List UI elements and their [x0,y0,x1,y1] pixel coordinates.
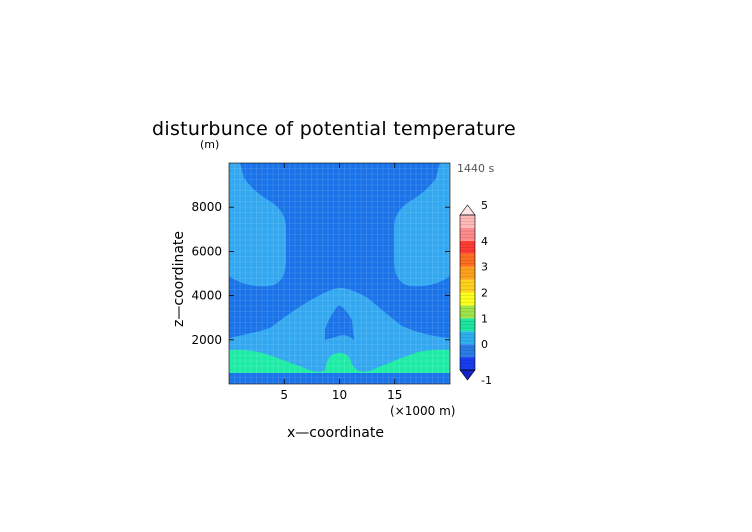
grid-lines [229,163,450,384]
time-label: 1440 s [457,162,494,175]
bottom-strip [229,373,450,384]
colorbar-segment [460,279,475,293]
y-axis-label: z—coordinate [171,231,187,327]
colorbar-segment [460,253,475,267]
y-tick-label: 2000 [191,333,222,347]
x-axis-label: x—coordinate [287,425,384,441]
colorbar-frame [459,214,476,371]
colorbar-tick-label: 3 [481,261,488,274]
upper-right-warm-region [394,163,450,287]
y-tick-label: 6000 [191,244,222,258]
x-unit-label: (×1000 m) [390,404,455,418]
colorbar-segment [460,266,475,280]
colorbar-tick-label: 2 [481,287,488,300]
colorbar-tick-label: 1 [481,312,488,325]
colorbar-segment [460,318,475,332]
upper-left-warm-region [229,163,286,287]
colorbar-tick-label: 0 [481,338,488,351]
colorbar-tick-label: 5 [481,199,488,212]
colorbar-segment [460,357,475,370]
x-tick-label: 15 [387,388,402,402]
units-label: (m) [200,138,219,151]
y-tick-label: 4000 [191,289,222,303]
mid-band-warm-region [229,287,450,384]
colorbar-segment [460,344,475,358]
colorbar-tick-label: 4 [481,235,488,248]
x-tick-label: 10 [332,388,347,402]
colorbar-segment [460,227,475,241]
colorbar-segment [460,215,475,228]
y-axis-ticks: 2000 4000 6000 8000 [191,200,450,347]
colorbar-segment [460,305,475,319]
colorbar-tick-label: -1 [481,374,492,387]
central-bubble-core [325,305,354,340]
x-tick-label: 5 [280,388,288,402]
chart-title: disturbunce of potential temperature [152,118,516,140]
colorbar-segment [460,331,475,345]
colorbar-segment [460,292,475,306]
colorbar-segment [460,240,475,254]
x-axis-ticks: 5 10 15 [280,163,402,402]
y-tick-label: 8000 [191,200,222,214]
contour-field [229,163,450,384]
colorbar-over-arrow [459,204,476,216]
colorbar-under-arrow [459,369,476,381]
colorbar: -1 0 1 2 3 4 5 [459,199,492,387]
